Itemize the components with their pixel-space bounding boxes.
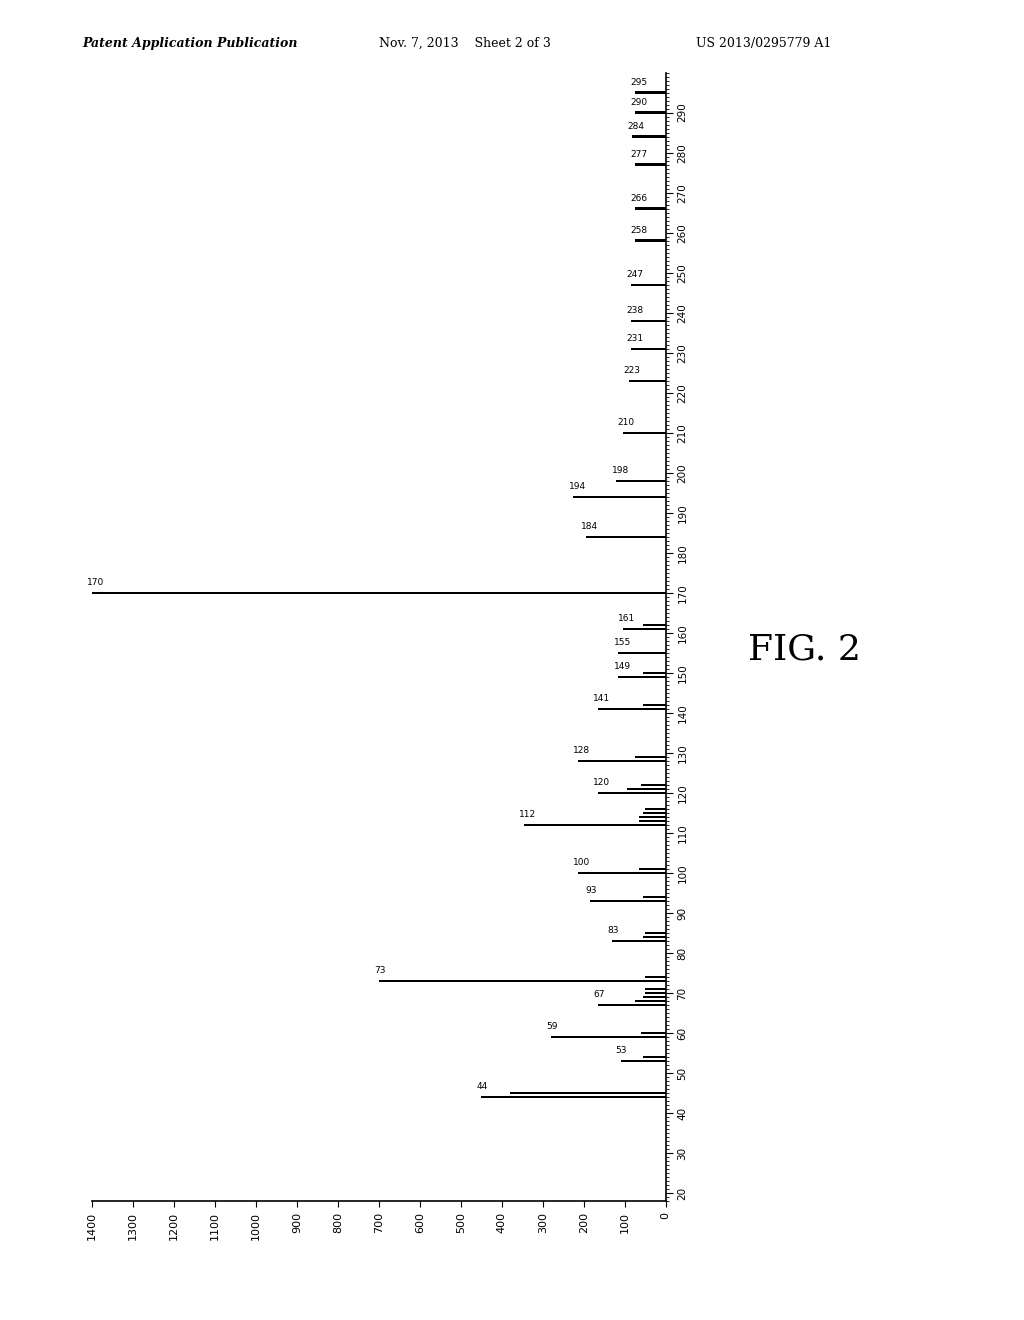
Text: 238: 238 xyxy=(626,306,643,314)
Bar xyxy=(627,788,666,791)
Text: 194: 194 xyxy=(568,482,586,491)
Bar xyxy=(643,704,666,706)
Text: 284: 284 xyxy=(627,121,644,131)
Bar xyxy=(635,91,666,94)
Bar xyxy=(643,623,666,626)
Bar xyxy=(645,932,666,935)
Bar xyxy=(639,820,666,822)
Bar xyxy=(631,319,666,322)
Bar xyxy=(616,479,666,482)
Text: 198: 198 xyxy=(611,466,629,475)
Bar xyxy=(643,995,666,998)
Text: 161: 161 xyxy=(617,614,635,623)
Bar xyxy=(623,628,666,630)
Bar xyxy=(635,207,666,210)
Text: 295: 295 xyxy=(630,78,647,87)
Bar xyxy=(578,871,666,874)
Text: 53: 53 xyxy=(615,1047,627,1055)
Bar xyxy=(635,756,666,758)
Text: 128: 128 xyxy=(572,746,590,755)
Text: 112: 112 xyxy=(519,810,537,818)
Bar xyxy=(643,812,666,814)
Text: 210: 210 xyxy=(617,418,635,426)
Text: 277: 277 xyxy=(630,149,647,158)
Text: US 2013/0295779 A1: US 2013/0295779 A1 xyxy=(696,37,831,50)
Bar xyxy=(598,708,666,710)
Text: 258: 258 xyxy=(630,226,647,235)
Bar xyxy=(645,987,666,990)
Text: 120: 120 xyxy=(593,777,610,787)
Bar xyxy=(639,867,666,870)
Text: FIG. 2: FIG. 2 xyxy=(748,632,860,667)
Bar xyxy=(645,991,666,994)
Bar xyxy=(510,1092,666,1094)
Text: 67: 67 xyxy=(593,990,604,999)
Bar xyxy=(645,975,666,978)
Text: 59: 59 xyxy=(546,1022,557,1031)
Bar xyxy=(635,239,666,242)
Text: Patent Application Publication: Patent Application Publication xyxy=(82,37,297,50)
Text: 266: 266 xyxy=(630,194,647,203)
Text: 93: 93 xyxy=(585,886,596,895)
Bar xyxy=(629,380,666,381)
Text: 170: 170 xyxy=(87,578,104,587)
Bar xyxy=(621,1060,666,1063)
Text: 83: 83 xyxy=(607,927,618,935)
Text: 155: 155 xyxy=(613,638,631,647)
Text: Nov. 7, 2013    Sheet 2 of 3: Nov. 7, 2013 Sheet 2 of 3 xyxy=(379,37,551,50)
Text: 73: 73 xyxy=(374,966,385,975)
Bar xyxy=(618,676,666,678)
Text: 290: 290 xyxy=(630,98,647,107)
Bar xyxy=(635,999,666,1002)
Bar xyxy=(645,808,666,810)
Text: 223: 223 xyxy=(624,366,641,375)
Bar xyxy=(586,536,666,539)
Bar xyxy=(635,111,666,114)
Bar xyxy=(379,979,666,982)
Text: 44: 44 xyxy=(476,1082,487,1092)
Bar xyxy=(643,896,666,898)
Bar xyxy=(632,136,666,137)
Bar xyxy=(612,940,666,942)
Bar xyxy=(643,1056,666,1059)
Bar xyxy=(578,760,666,762)
Bar xyxy=(573,495,666,498)
Text: 100: 100 xyxy=(572,858,590,867)
Bar xyxy=(643,672,666,675)
Bar xyxy=(590,900,666,903)
Bar xyxy=(631,347,666,350)
Bar xyxy=(623,432,666,434)
Text: 231: 231 xyxy=(626,334,643,343)
Bar xyxy=(551,1036,666,1039)
Bar xyxy=(524,824,666,826)
Text: 149: 149 xyxy=(613,661,631,671)
Bar xyxy=(643,936,666,939)
Bar xyxy=(639,816,666,818)
Bar xyxy=(598,1005,666,1006)
Bar xyxy=(481,1096,666,1098)
Text: 247: 247 xyxy=(626,269,643,279)
Bar xyxy=(641,1032,666,1035)
Bar xyxy=(631,284,666,286)
Bar xyxy=(598,792,666,795)
Text: 184: 184 xyxy=(581,521,598,531)
Text: 141: 141 xyxy=(593,694,610,704)
Bar xyxy=(92,591,666,594)
Bar xyxy=(618,652,666,655)
Bar xyxy=(635,164,666,166)
Bar xyxy=(641,784,666,787)
